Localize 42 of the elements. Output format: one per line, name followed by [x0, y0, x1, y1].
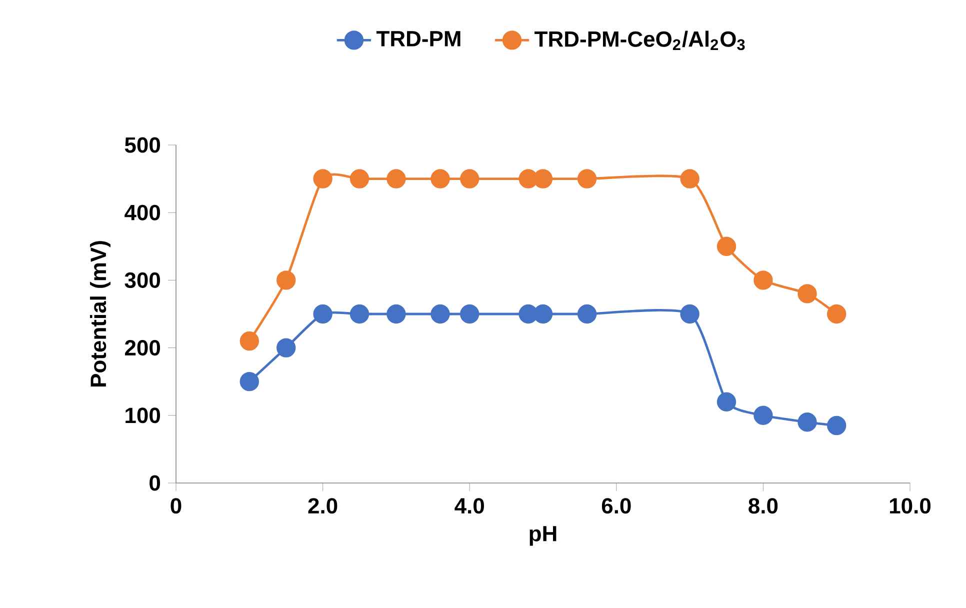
point: [460, 304, 480, 324]
point: [577, 169, 597, 188]
point: [276, 338, 296, 358]
point: [716, 392, 736, 412]
x-tick-label: 8.0: [748, 498, 778, 514]
point: [430, 169, 450, 188]
point: [430, 304, 450, 324]
point: [577, 304, 597, 324]
y-tick-label: 100: [126, 408, 160, 424]
point: [276, 270, 296, 290]
y-tick-label: 300: [124, 272, 160, 288]
point: [313, 169, 332, 188]
x-tick-label: 2.0: [308, 498, 338, 514]
point: [313, 304, 332, 324]
y-axis-title: Potential (mV): [90, 241, 110, 386]
x-axis-title: pH: [530, 526, 556, 546]
y-tick-label: 400: [124, 204, 160, 220]
legend-label: TRD-PM-CeO$_{2}$/Al$_{2}$O$_{3}$: [534, 30, 745, 50]
point: [240, 331, 259, 351]
point: [386, 169, 406, 188]
x-tick-label: 0: [170, 498, 182, 514]
x-tick-label: 6.0: [602, 498, 631, 514]
point: [754, 270, 773, 290]
point: [798, 412, 817, 432]
y-tick-label: 200: [124, 340, 160, 356]
x-tick-label: 10.0: [890, 498, 930, 514]
point: [240, 372, 259, 392]
x-tick-label: 4.0: [454, 498, 484, 514]
y-tick-label: 0: [150, 475, 160, 491]
point: [386, 304, 406, 324]
point: [827, 304, 846, 324]
point: [460, 169, 480, 188]
point: [798, 284, 817, 304]
point: [754, 406, 773, 425]
legend-label: TRD-PM: [376, 31, 460, 46]
point: [350, 169, 370, 188]
point: [680, 169, 700, 188]
point: [680, 304, 700, 324]
point: [827, 416, 846, 436]
point: [716, 236, 736, 256]
point: [350, 304, 370, 324]
y-tick-label: 500: [124, 137, 160, 153]
